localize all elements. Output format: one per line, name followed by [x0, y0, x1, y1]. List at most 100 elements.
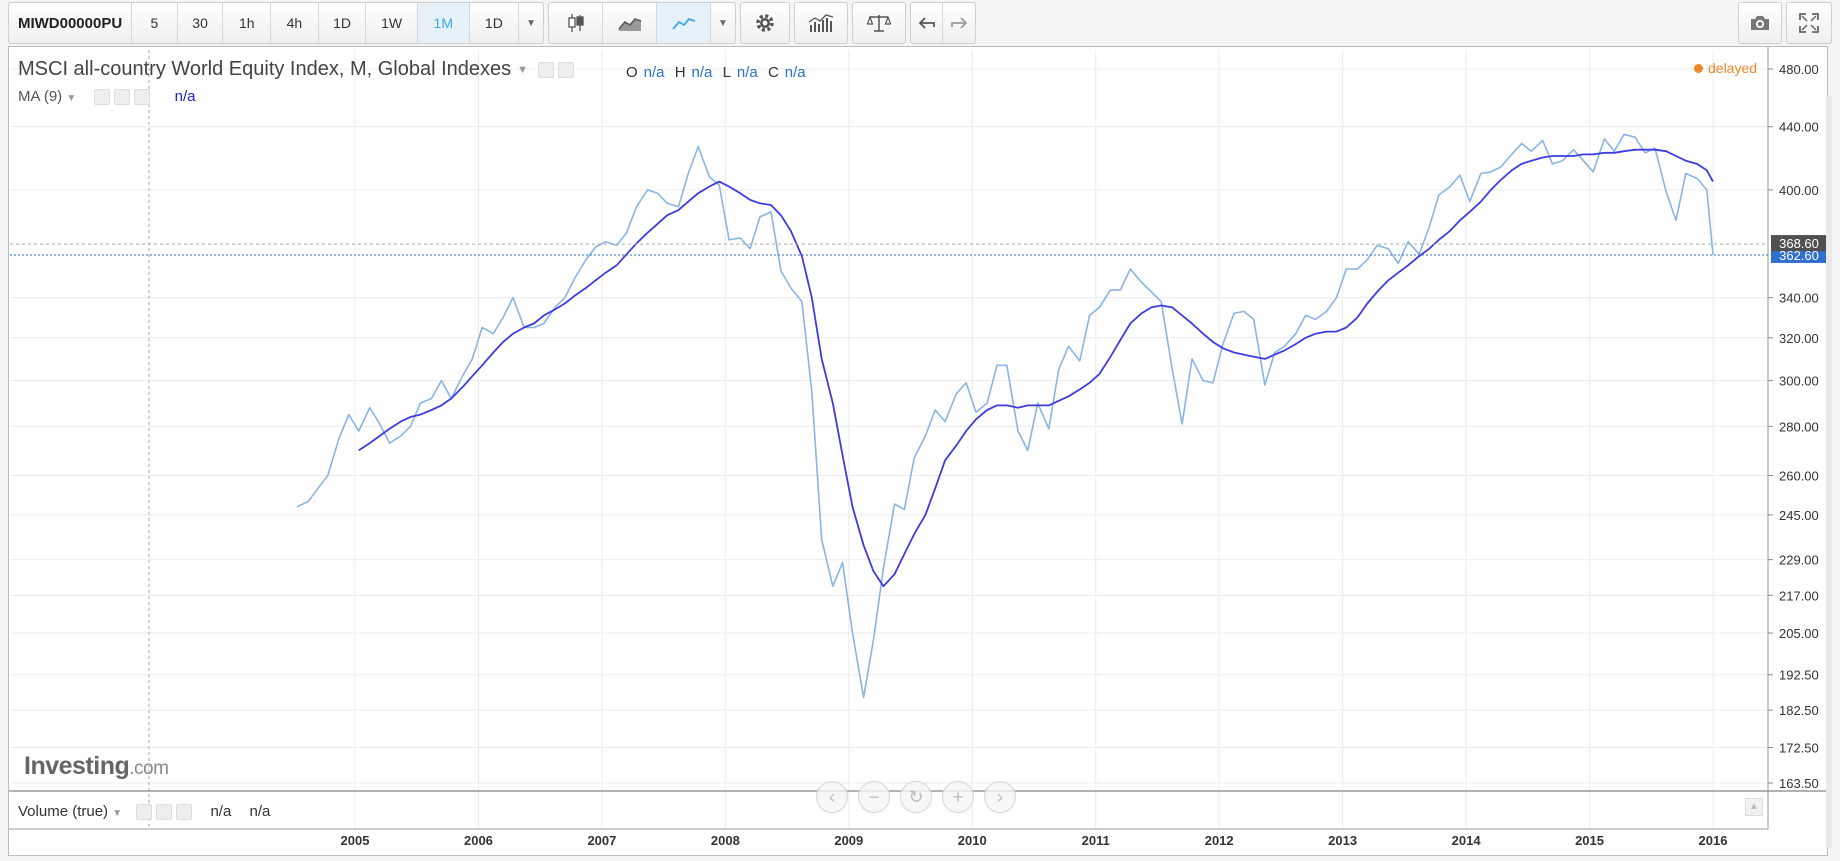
price-series-line [296, 133, 1714, 699]
investing-logo: Investing.com [24, 752, 169, 781]
x-tick-label: 2008 [711, 833, 740, 848]
eye-icon[interactable] [136, 804, 153, 821]
interval-1h-button[interactable]: 1h [223, 3, 272, 43]
volume-value-1: n/a [210, 803, 232, 820]
ohlc-key-open: O [626, 64, 638, 81]
y-tick-label: 182.50 [1779, 703, 1819, 718]
chart-toolbar: MIWD00000PU 5 30 1h 4h 1D 1W 1M 1D ▼ [0, 0, 1840, 46]
undo-icon [918, 17, 935, 29]
indicators-icon [808, 14, 834, 32]
eye-icon[interactable] [537, 61, 554, 78]
redo-button[interactable] [943, 3, 975, 43]
scroll-right-button[interactable]: › [984, 781, 1016, 813]
y-tick-label: 229.00 [1779, 553, 1819, 568]
x-tick-label: 2009 [834, 833, 863, 848]
close-icon[interactable] [134, 89, 151, 106]
chevron-right-icon: › [997, 786, 1003, 807]
chevron-up-icon: ▲ [1749, 801, 1759, 812]
chart-title: MSCI all-country World Equity Index, M, … [18, 58, 512, 80]
interval-1m-button[interactable]: 1M [417, 3, 470, 43]
area-chart-icon [617, 18, 641, 31]
line-chart-button[interactable] [657, 3, 711, 43]
ohlc-value-open: n/a [643, 64, 665, 81]
period-1d-button[interactable]: 1D [470, 3, 520, 43]
gear-icon[interactable] [557, 61, 574, 78]
indicators-button[interactable] [795, 3, 847, 43]
ma-series-line [358, 148, 1714, 588]
chart-legend: MSCI all-country World Equity Index, M, … [18, 58, 574, 81]
series-layer [296, 133, 1714, 699]
crosshair-price-badge [1771, 235, 1828, 252]
y-tick-label: 205.00 [1779, 626, 1819, 641]
interval-1w-button[interactable]: 1W [366, 3, 418, 43]
fullscreen-button[interactable] [1787, 3, 1831, 43]
ohlc-value-close: n/a [784, 64, 806, 81]
minus-icon: − [868, 786, 880, 807]
gear-icon[interactable] [114, 89, 131, 106]
settings-group [740, 2, 790, 44]
snapshot-group [1738, 2, 1782, 44]
indicators-group [794, 2, 848, 44]
period-dropdown-button[interactable]: ▼ [519, 3, 543, 43]
camera-icon [1751, 16, 1769, 30]
reset-zoom-button[interactable]: ↻ [900, 781, 932, 813]
status-dot-icon [1694, 64, 1703, 73]
y-tick-label: 440.00 [1779, 120, 1819, 135]
grid [10, 50, 1768, 829]
compare-button[interactable] [853, 3, 905, 43]
ohlc-value-low: n/a [736, 64, 758, 81]
area-chart-button[interactable] [603, 3, 657, 43]
zoom-in-button[interactable]: + [942, 781, 974, 813]
chevron-down-icon[interactable]: ▼ [517, 63, 529, 76]
interval-1d-button[interactable]: 1D [319, 3, 367, 43]
fullscreen-group [1786, 2, 1832, 44]
chevron-down-icon[interactable]: ▼ [66, 93, 77, 104]
gear-icon[interactable] [156, 804, 173, 821]
x-tick-label: 2006 [464, 833, 493, 848]
interval-4h-button[interactable]: 4h [271, 3, 319, 43]
symbol-input[interactable]: MIWD00000PU [9, 3, 133, 43]
refresh-icon: ↻ [908, 786, 924, 807]
y-tick-label: 320.00 [1779, 331, 1819, 346]
y-tick-label: 217.00 [1779, 588, 1819, 603]
undo-button[interactable] [911, 3, 943, 43]
zoom-out-button[interactable]: − [858, 781, 890, 813]
snapshot-button[interactable] [1739, 3, 1781, 43]
y-tick-label: 260.00 [1779, 468, 1819, 483]
y-tick-label: 172.50 [1779, 740, 1819, 755]
chart-type-group: ▼ [548, 2, 736, 44]
interval-30-button[interactable]: 30 [178, 3, 224, 43]
ohlc-key-low: L [722, 64, 731, 81]
chevron-down-icon: ▼ [718, 17, 728, 29]
chart-type-dropdown-button[interactable]: ▼ [711, 3, 735, 43]
chart-navigation: ‹ − ↻ + › [816, 781, 1016, 813]
x-tick-label: 2014 [1452, 833, 1482, 848]
scroll-left-button[interactable]: ‹ [816, 781, 848, 813]
volume-value-2: n/a [249, 803, 271, 820]
y-tick-label: 163.50 [1779, 776, 1819, 791]
ohlc-key-close: C [767, 64, 779, 81]
last-price-label: 362.60 [1779, 248, 1819, 263]
history-group [910, 2, 976, 44]
eye-icon[interactable] [94, 89, 111, 106]
candlestick-button[interactable] [549, 3, 603, 43]
x-tick-label: 2012 [1205, 833, 1234, 848]
chevron-left-icon: ‹ [829, 786, 835, 807]
x-tick-label: 2011 [1082, 833, 1110, 848]
y-tick-label: 340.00 [1779, 291, 1819, 306]
maximize-pane-button[interactable]: ▲ [1745, 798, 1763, 816]
settings-button[interactable] [741, 3, 789, 43]
delayed-status: delayed [1694, 60, 1757, 76]
price-scale-scrollbar[interactable] [1826, 96, 1832, 848]
interval-5-button[interactable]: 5 [132, 3, 178, 43]
fullscreen-icon [1799, 13, 1819, 33]
y-tick-label: 480.00 [1779, 62, 1819, 77]
close-icon[interactable] [176, 804, 193, 821]
x-tick-label: 2015 [1575, 833, 1604, 848]
compare-group [852, 2, 906, 44]
ma-value: n/a [174, 88, 196, 105]
chevron-down-icon[interactable]: ▼ [112, 808, 123, 819]
logo-brand: Investing [24, 752, 130, 780]
ma-label: MA (9) [18, 88, 63, 105]
